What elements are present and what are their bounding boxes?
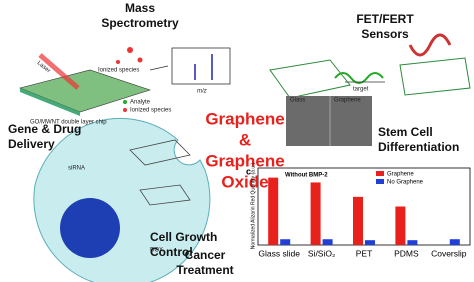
bar (310, 182, 321, 245)
small-label: Ionized species (130, 108, 171, 114)
label: Cell Growth (150, 230, 217, 244)
bar (322, 239, 333, 245)
label: Delivery (8, 137, 55, 151)
y-label: Normalized Alizarin Red Quantity (a.u.) (250, 162, 256, 249)
x-tick-label: PDMS (394, 248, 419, 258)
small-label: Analyte (130, 100, 151, 106)
legend-swatch (376, 171, 384, 176)
chart-title: Without BMP-2 (285, 173, 328, 179)
sensor-illustration (269, 33, 471, 99)
x-tick-label: Coverslip (431, 248, 467, 258)
mass-spec-illustration (19, 47, 231, 116)
small-label: DOX (150, 248, 163, 254)
small-label: Ionized species (98, 68, 139, 74)
small-label: siRNA (68, 166, 85, 172)
nucleus (60, 198, 120, 258)
small-label: target (353, 87, 369, 93)
label: Differentiation (378, 140, 459, 154)
label: Gene & Drug (8, 122, 81, 136)
bar (449, 239, 460, 245)
label: Graphene (205, 151, 284, 170)
label: Spectrometry (101, 16, 179, 30)
panel-label: c (246, 166, 251, 176)
label: FET/FERT (356, 12, 414, 26)
micrograph (286, 96, 372, 146)
small-label: Graphene (334, 98, 361, 104)
legend-label: No Graphene (387, 180, 424, 186)
chart-frame (257, 167, 471, 246)
label: Control (150, 245, 193, 259)
label: Treatment (176, 263, 233, 277)
bar (353, 196, 363, 245)
small-label: m/z (197, 89, 207, 95)
label: Cancer (185, 248, 226, 262)
label: Sensors (361, 27, 409, 41)
bar (268, 177, 279, 245)
label: Stem Cell (378, 125, 433, 139)
legend-swatch (376, 179, 384, 184)
small-label: Glass (290, 98, 305, 104)
bar (395, 206, 406, 245)
label: & (239, 130, 251, 149)
label: Mass (125, 1, 155, 15)
label: Oxide (221, 172, 268, 191)
x-tick-label: PET (356, 248, 373, 258)
bar (407, 240, 418, 245)
small-label: GO/MWNT double layer chip (30, 120, 107, 126)
x-tick-label: Si/SiO₂ (308, 248, 335, 258)
bar (365, 240, 375, 245)
x-tick-label: Glass slide (258, 248, 300, 258)
bar (280, 239, 291, 245)
legend-label: Graphene (387, 172, 414, 178)
label: Graphene (205, 109, 284, 128)
